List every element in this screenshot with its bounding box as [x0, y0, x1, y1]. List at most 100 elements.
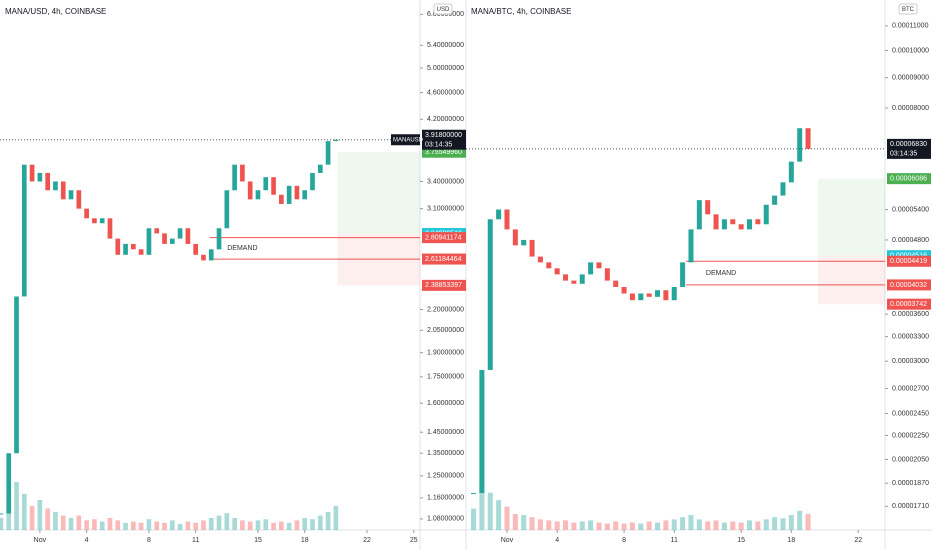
- candle: [92, 218, 97, 224]
- candle: [471, 493, 477, 495]
- candle: [60, 181, 66, 200]
- price-label: 2.38853397: [425, 282, 462, 289]
- x-tick-label: 11: [192, 537, 199, 544]
- volume-bar: [613, 521, 619, 530]
- x-tick-label: 25: [410, 537, 418, 544]
- x-tick-label: 11: [671, 537, 678, 544]
- y-tick-label: 2.20000000: [427, 306, 464, 313]
- candle: [496, 209, 502, 220]
- y-tick-label: 0.00003000: [892, 358, 929, 365]
- candle: [232, 164, 237, 191]
- y-tick-label: 5.40000000: [427, 42, 464, 49]
- candle: [84, 208, 89, 219]
- y-tick-label: 1.25000000: [427, 473, 464, 480]
- candle: [29, 164, 35, 182]
- plot-area: DEMAND: [471, 128, 885, 530]
- candle: [713, 214, 719, 230]
- volume-bar: [696, 519, 702, 530]
- volume-bar: [154, 521, 160, 530]
- volume-bar: [310, 519, 315, 530]
- candle: [571, 280, 577, 284]
- candle: [772, 195, 778, 205]
- volume-bar: [521, 515, 527, 530]
- candle: [21, 164, 27, 297]
- y-tick-label: 1.16000000: [427, 495, 464, 502]
- volume-bar: [780, 518, 786, 530]
- candle: [263, 177, 269, 191]
- volume-bar: [115, 520, 121, 530]
- y-tick-label: 0.00011000: [892, 23, 929, 30]
- demand-label: DEMAND: [706, 270, 736, 277]
- candle: [169, 238, 175, 244]
- volume-bar: [496, 500, 502, 530]
- candle: [302, 190, 308, 200]
- volume-bar: [629, 522, 635, 530]
- candle: [554, 268, 560, 275]
- price-label: 2.80941174: [425, 234, 462, 241]
- volume-bar: [579, 521, 585, 530]
- symbol-box: [391, 134, 420, 146]
- price-label: 0.00003742: [890, 301, 927, 308]
- target-zone: [337, 152, 420, 234]
- x-tick-label: 8: [622, 537, 626, 544]
- y-tick-label: 0.00004800: [892, 237, 929, 244]
- y-tick-label: 4.60000000: [427, 89, 464, 96]
- y-tick-label: 1.45000000: [427, 429, 464, 436]
- candle: [123, 243, 128, 255]
- volume-bar: [333, 506, 339, 530]
- y-tick-label: 3.10000000: [427, 205, 464, 212]
- y-tick-label: 0.00003600: [892, 311, 929, 318]
- price-label-box: [887, 173, 931, 185]
- y-tick-label: 1.35000000: [427, 450, 464, 457]
- candle: [629, 293, 635, 301]
- candle: [646, 293, 652, 297]
- volume-bar: [671, 519, 677, 530]
- target-zone: [818, 178, 885, 256]
- volume-bar: [646, 521, 652, 530]
- volume-bar: [37, 500, 43, 530]
- volume-bar: [0, 518, 4, 530]
- x-tick-label: 4: [85, 537, 89, 544]
- y-tick-label: 0.00009000: [892, 75, 929, 82]
- candle: [705, 200, 711, 215]
- volume-bar: [286, 522, 292, 530]
- y-tick-label: 0.00002050: [892, 456, 929, 463]
- chart-title: MANA/BTC, 4h, COINBASE: [471, 7, 571, 16]
- candle: [512, 229, 518, 246]
- currency-label: USD: [437, 7, 450, 13]
- countdown: 03:14:35: [890, 151, 917, 158]
- candle: [294, 185, 300, 200]
- candle: [240, 164, 245, 182]
- candle: [487, 219, 493, 370]
- volume-bar: [512, 514, 518, 530]
- volume-bar: [123, 522, 128, 530]
- candle: [333, 139, 339, 142]
- volume-bar: [271, 522, 276, 530]
- candle: [721, 219, 727, 230]
- candle: [14, 296, 19, 454]
- volume-bar: [131, 521, 136, 530]
- symbol-label: MANAUSD: [393, 137, 424, 143]
- volume-bar: [537, 519, 543, 530]
- candle: [76, 190, 82, 209]
- candle: [138, 249, 144, 255]
- volume-bar: [755, 521, 761, 530]
- volume-bar: [805, 514, 811, 530]
- price-label-box: [422, 146, 466, 158]
- volume-bar: [479, 482, 485, 530]
- candle: [201, 254, 206, 261]
- candle: [788, 161, 794, 183]
- candle: [763, 204, 769, 225]
- candle: [255, 190, 261, 200]
- y-tick-label: 0.00002450: [892, 410, 929, 417]
- candle: [286, 185, 292, 204]
- volume-bar: [169, 520, 175, 530]
- volume-bar: [279, 521, 284, 530]
- countdown: 03:14:35: [425, 142, 452, 149]
- y-tick-label: 3.40000000: [427, 178, 464, 185]
- volume-bar: [60, 515, 66, 530]
- volume-bar: [788, 515, 794, 530]
- y-tick-label: 1.75000000: [427, 374, 464, 381]
- volume-bar: [92, 519, 97, 530]
